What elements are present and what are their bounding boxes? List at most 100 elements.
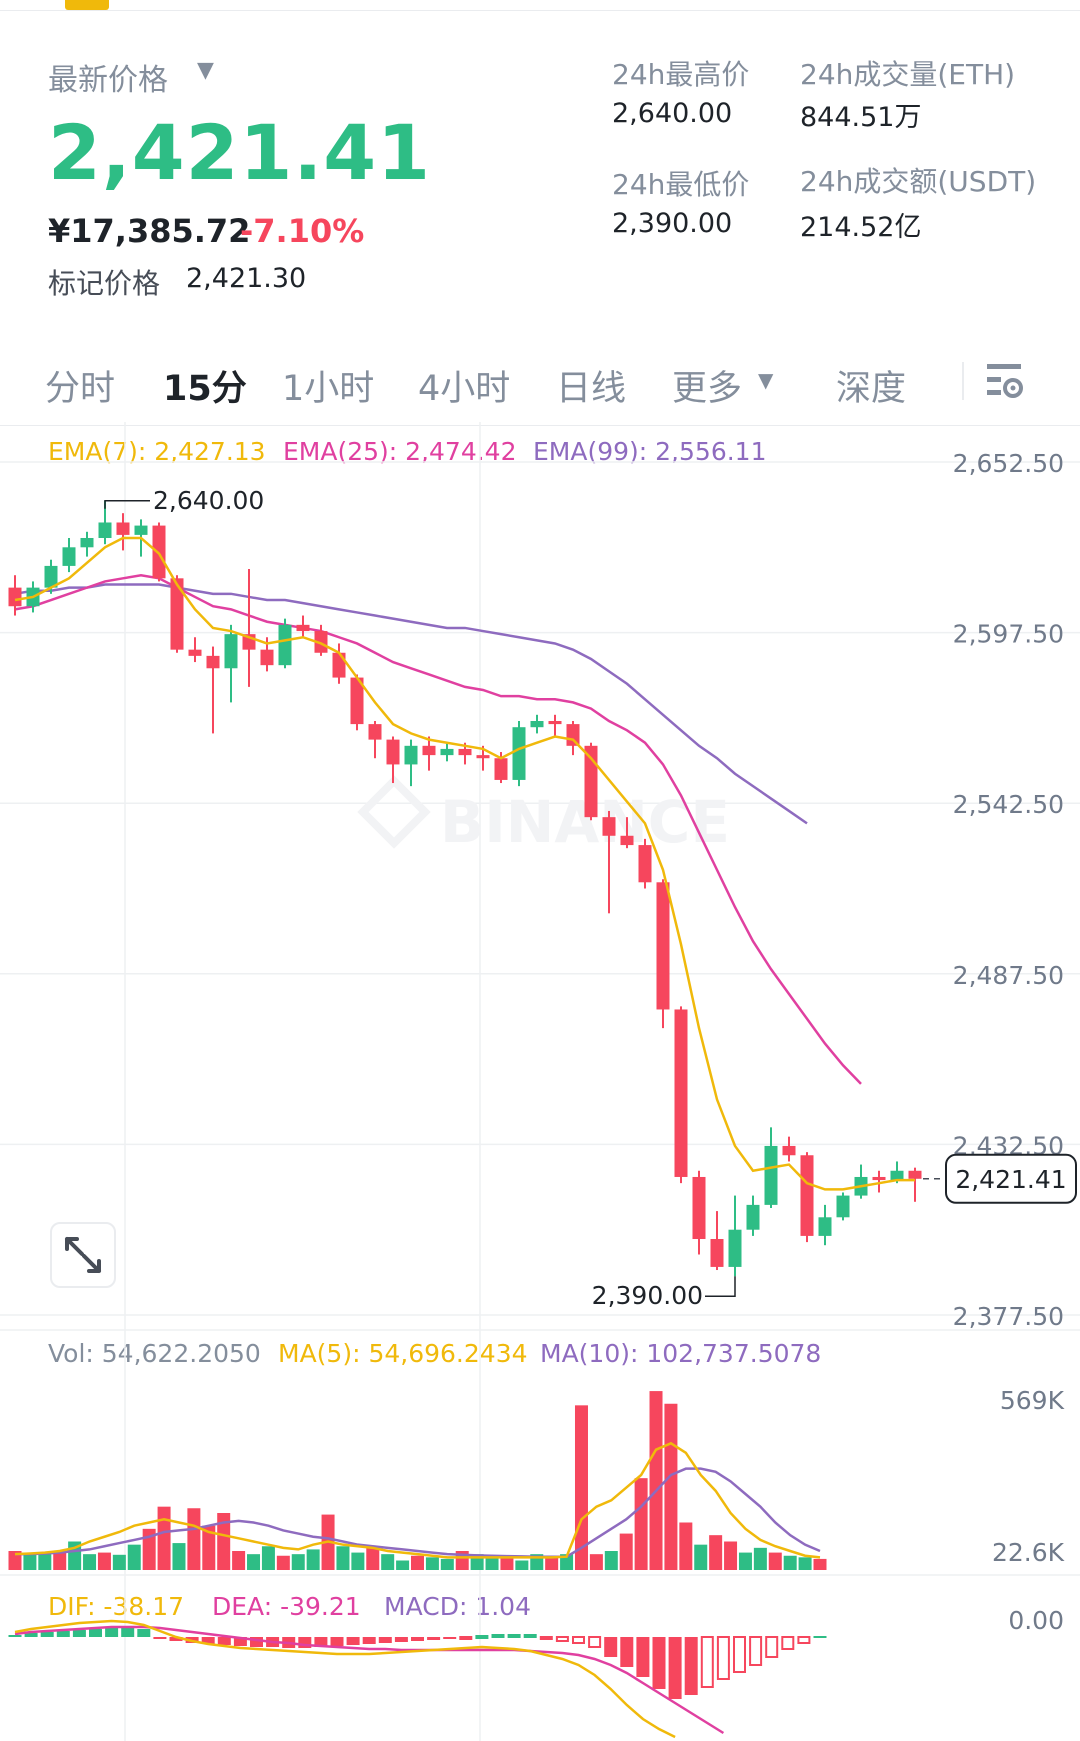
candle-body [44,565,58,588]
volume-bar [127,1544,141,1570]
volume-bar [8,1551,22,1570]
chart-settings-icon[interactable] [985,360,1025,406]
volume-bar [38,1554,52,1570]
volume-bar [366,1547,380,1570]
macd-bar [572,1636,585,1644]
volume-bar [694,1544,708,1570]
macd-bar [636,1637,650,1677]
tab-daily[interactable]: 日线 [556,369,627,409]
macd-bar [539,1636,553,1640]
tab-1h[interactable]: 1小时 [282,369,375,409]
macd-bar [105,1628,119,1637]
more-caret-icon[interactable]: ▼ [758,368,774,392]
tab-depth[interactable]: 深度 [836,369,907,409]
candle-body [746,1204,760,1230]
cny-price: ¥17,385.72 [48,212,251,250]
high-marker-line [104,500,150,509]
high-label: 24h最高价 [612,58,750,91]
candle-body [98,522,112,538]
volume-bar [23,1552,37,1570]
candle-body [530,721,544,728]
volume-bar [798,1557,812,1570]
tab-divider [962,362,964,400]
volume-bar [381,1554,395,1570]
volume-bar [276,1555,290,1570]
volume-bar [500,1557,514,1570]
candle-body [566,724,580,746]
volume-bar [664,1403,678,1570]
volume-legend: Vol: 54,622.2050 [48,1339,261,1368]
volume-tick-low: 22.6K [992,1538,1065,1567]
candle-body [224,634,238,669]
candle-body [656,882,670,1010]
vol-ma10-line [15,1467,821,1558]
dif-legend: DIF: -38.17 [48,1592,185,1621]
volume-bar [112,1554,126,1570]
macd-bar [40,1632,54,1637]
macd-bar [24,1633,38,1637]
volume-bar [649,1391,663,1570]
caret-down-icon[interactable]: ▼ [197,58,214,83]
ema7-legend: EMA(7): 2,427.13 [48,437,266,466]
tab-15m[interactable]: 15分 [163,369,247,409]
macd-bar [797,1636,811,1644]
macd-bar [250,1637,263,1647]
vol-ma10-legend: MA(10): 102,737.5078 [540,1339,822,1368]
volume-usdt-value: 214.52亿 [800,212,922,243]
volume-bar [351,1552,365,1570]
candle-body [458,748,472,756]
ema25-line [14,573,862,1085]
candle-body [638,845,652,883]
volume-bar [157,1506,171,1570]
macd-bar [443,1637,457,1639]
tabs-divider [0,425,1080,426]
y-tick-label: 2,542.50 [953,790,1064,819]
volume-bar [202,1525,216,1570]
volume-bar [738,1552,752,1570]
macd-zero-label: 0.00 [1008,1606,1064,1635]
tab-more[interactable]: 更多 [672,369,743,409]
chart-area[interactable]: 2,652.502,597.502,542.502,487.502,432.50… [0,420,1080,1741]
tab-4h[interactable]: 4小时 [418,369,511,409]
vol-ma5-legend: MA(5): 54,696.2434 [278,1339,528,1368]
ema25-legend: EMA(25): 2,474.42 [283,437,517,466]
fullscreen-button[interactable] [50,1222,116,1288]
ema99-legend: EMA(99): 2,556.11 [533,437,767,466]
volume-bar [545,1557,559,1570]
macd-bar [491,1634,505,1638]
candle-body [80,537,94,548]
current-price-label: 2,421.41 [955,1165,1066,1194]
candle-body [314,631,328,653]
macd-bar [749,1636,763,1666]
y-tick-label: 2,597.50 [953,620,1064,649]
candle-body [836,1195,850,1218]
ema99-line [14,583,808,825]
high-annotation: 2,640.00 [153,486,264,515]
macd-bar [201,1637,215,1644]
candle-body [440,748,454,756]
volume-bar [306,1549,320,1570]
dea-line [14,1625,725,1735]
candle-body [818,1217,832,1236]
volume-bar [396,1560,410,1570]
macd-bar [394,1637,408,1642]
volume-bar [440,1558,454,1570]
macd-bar [56,1631,70,1637]
candle-body [188,649,202,656]
y-tick-label: 2,377.50 [953,1302,1064,1331]
candle-body [728,1229,742,1267]
candle-body [62,547,76,566]
top-divider [0,10,1080,11]
candle-body [386,739,400,765]
y-tick-label: 2,487.50 [953,961,1064,990]
candle-body [350,677,364,725]
volume-bar [604,1551,618,1570]
volume-usdt-label: 24h成交额(USDT) [800,165,1037,198]
macd-bar [765,1636,779,1658]
tab-time-sharing[interactable]: 分时 [45,369,116,409]
candle-body [692,1176,706,1240]
vol-ma5-line [14,1441,821,1559]
candle-body [206,655,220,669]
volume-bar [97,1552,111,1570]
candle-body [8,587,22,607]
